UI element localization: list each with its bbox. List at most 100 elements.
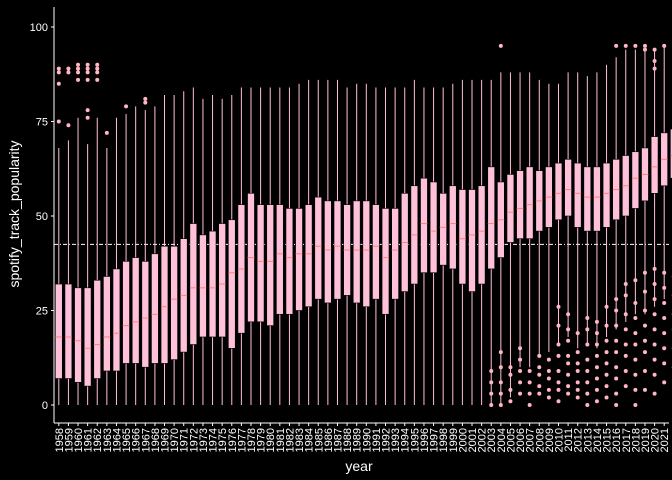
outlier-2020-8: [652, 266, 657, 271]
outlier-2011-4: [566, 353, 571, 358]
box-1959: [64, 283, 73, 379]
outlier-2021-6: [662, 285, 667, 290]
x-tick-label-1979: 1979: [256, 428, 268, 452]
outlier-2017-5: [623, 312, 628, 317]
outlier-1963-0: [104, 130, 109, 135]
box-1980: [266, 204, 274, 326]
outlier-2014-2: [594, 376, 599, 381]
outlier-2013-5: [585, 342, 590, 347]
x-tick-label-1985: 1985: [313, 428, 325, 452]
outlier-2008-1: [537, 384, 542, 389]
outlier-2021-0: [662, 380, 667, 385]
box-1979: [256, 204, 265, 323]
outlier-2010-5: [556, 342, 561, 347]
outlier-2010-7: [556, 304, 561, 309]
x-tick-label-1959: 1959: [63, 428, 75, 452]
outlier-2008-2: [537, 372, 542, 377]
x-tick-label-2000: 2000: [457, 428, 469, 452]
outlier-2020-0: [652, 391, 657, 396]
x-tick-label-2001: 2001: [467, 428, 479, 452]
outlier-2010-1: [556, 387, 561, 392]
box-1999: [449, 185, 457, 270]
outlier-2003-2: [489, 380, 494, 385]
outlier-2007-1: [527, 391, 532, 396]
outlier-1962-1: [95, 70, 100, 75]
box-2011: [564, 159, 572, 217]
outlier-2012-3: [575, 368, 580, 373]
x-tick-label-1980: 1980: [265, 428, 277, 452]
box-2005: [506, 174, 515, 243]
outlier-2009-2: [546, 376, 551, 381]
box-1998: [439, 193, 447, 266]
outlier-2021-3: [662, 331, 667, 336]
outlier-1960-3: [76, 62, 81, 67]
box-1981: [276, 204, 284, 315]
outlier-2019-8: [642, 47, 647, 52]
outlier-2019-4: [642, 323, 647, 328]
box-1991: [372, 204, 380, 300]
outlier-2014-1: [594, 387, 599, 392]
outlier-2013-6: [585, 327, 590, 332]
outlier-2014-0: [594, 399, 599, 404]
outlier-2019-6: [642, 289, 647, 294]
outlier-2012-2: [575, 380, 580, 385]
outlier-2020-11: [652, 47, 657, 52]
x-tick-label-1966: 1966: [131, 428, 143, 452]
outlier-2008-3: [537, 365, 542, 370]
outlier-2011-0: [566, 391, 571, 396]
outlier-2018-5: [633, 331, 638, 336]
outlier-2003-3: [489, 368, 494, 373]
box-1996: [420, 177, 428, 273]
box-1989: [352, 200, 361, 304]
outlier-2010-4: [556, 353, 561, 358]
box-1983: [295, 208, 303, 311]
box-2006: [516, 170, 524, 239]
outlier-2017-0: [623, 384, 628, 389]
outlier-2010-0: [556, 399, 561, 404]
outlier-2016-4: [614, 350, 619, 355]
x-tick-label-1996: 1996: [419, 428, 431, 452]
y-tick-label-75: 75: [36, 117, 48, 129]
x-tick-label-1978: 1978: [246, 428, 258, 452]
outlier-2011-5: [566, 338, 571, 343]
outlier-2020-5: [652, 312, 657, 317]
x-tick-label-1986: 1986: [323, 428, 335, 452]
outlier-2020-1: [652, 372, 657, 377]
outlier-2015-7: [604, 304, 609, 309]
outlier-2012-4: [575, 361, 580, 366]
outlier-2005-0: [508, 399, 513, 404]
box-2014: [593, 166, 601, 232]
outlier-2014-6: [594, 331, 599, 336]
x-tick-label-1973: 1973: [198, 428, 210, 452]
outlier-2018-0: [633, 403, 638, 407]
box-2003: [487, 166, 495, 270]
outlier-2017-1: [623, 368, 628, 373]
x-tick-label-2016: 2016: [611, 428, 623, 452]
outlier-2017-4: [623, 327, 628, 332]
outlier-2015-4: [604, 350, 609, 355]
outlier-2015-1: [604, 384, 609, 389]
x-tick-label-1992: 1992: [381, 428, 393, 452]
outlier-2012-6: [575, 331, 580, 336]
x-tick-label-2006: 2006: [515, 428, 527, 452]
box-1965: [122, 261, 130, 364]
x-tick-label-1995: 1995: [409, 428, 421, 452]
outlier-2021-4: [662, 316, 667, 321]
x-tick-label-2019: 2019: [640, 428, 652, 452]
outlier-2010-2: [556, 380, 561, 385]
outlier-2016-5: [614, 338, 619, 343]
y-axis-title: spotify_track_popularity: [6, 140, 22, 287]
box-1992: [381, 208, 390, 315]
x-tick-label-2021: 2021: [659, 428, 671, 452]
outlier-2004-2: [498, 380, 503, 385]
outlier-2011-7: [566, 312, 571, 317]
x-tick-label-1998: 1998: [438, 428, 450, 452]
outlier-2013-4: [585, 357, 590, 362]
box-2000: [458, 189, 467, 285]
x-tick-label-2013: 2013: [582, 428, 594, 452]
outlier-2016-2: [614, 376, 619, 381]
outlier-2010-3: [556, 368, 561, 373]
box-1973: [199, 234, 207, 338]
x-tick-label-1962: 1962: [92, 428, 104, 452]
